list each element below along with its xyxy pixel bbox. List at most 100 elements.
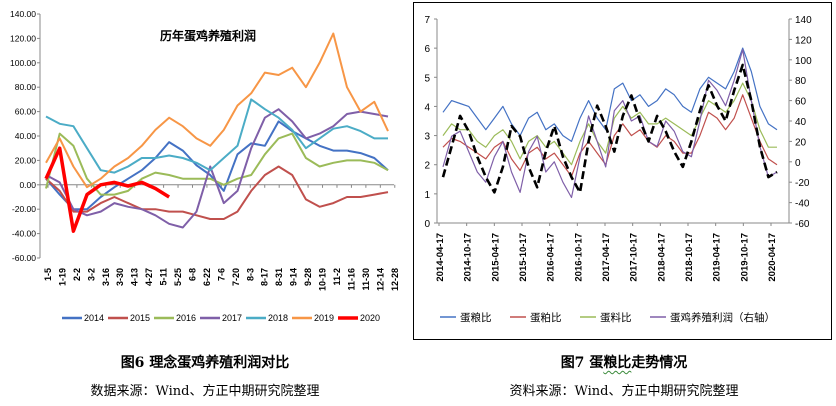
- series-line-2017: [45, 108, 389, 229]
- x-tick-label: 12-14: [375, 268, 385, 291]
- right-tick-label: 120: [795, 35, 812, 46]
- series-line-2018: [45, 98, 388, 174]
- figure-6-source: 数据来源：Wind、方正中期研究院整理: [90, 384, 320, 399]
- x-tick-label: 1-5: [43, 268, 53, 281]
- x-tick-label: 9-28: [303, 268, 313, 286]
- right-tick-label: 40: [795, 117, 807, 128]
- x-tick-label: 2-2: [72, 268, 82, 281]
- figure-7-chart: 0 1 2 3 4 5 6 7 -60 -40 -20 0 20 40 60 80 100 120 140 2014-…: [413, 2, 832, 340]
- x-tick-label: 3-16: [101, 268, 111, 286]
- right-tick-label: 80: [795, 76, 807, 87]
- x-tick-label: 2015-04-17: [490, 233, 501, 282]
- legend-label: 蛋粮比: [460, 311, 492, 324]
- x-tick-label: 7-6: [216, 268, 226, 281]
- x-tick-label: 3-30: [115, 268, 125, 286]
- x-tick-label: 2016-10-17: [573, 233, 584, 282]
- x-tick-label: 7-20: [231, 268, 241, 286]
- x-tick-label: 1-19: [57, 268, 67, 286]
- y-tick-label: -40.00: [12, 229, 36, 239]
- right-tick-label: 140: [795, 15, 812, 26]
- egg-grain-ratio-chart: 0 1 2 3 4 5 6 7 -60 -40 -20 0 20 40 60 80 100 120 140 2014-…: [424, 15, 812, 324]
- right-tick-label: 60: [795, 97, 807, 108]
- x-tick-label: 2015-10-17: [518, 233, 529, 282]
- figure-6-chart: 140.00 120.00 100.00 80.00 60.00 40.00 20.00 0.…: [2, 2, 406, 340]
- y-tick-label: 120.00: [10, 33, 36, 43]
- legend-label-2018: 2018: [268, 313, 288, 323]
- y-tick-label: 20.00: [15, 155, 37, 165]
- right-tick-label: 20: [795, 137, 807, 148]
- x-tick-label: 2020-04-17: [767, 233, 778, 282]
- x-tick-label: 10-19: [318, 268, 328, 291]
- chart-title: 历年蛋鸡养殖利润: [160, 28, 256, 43]
- figure-7-title: 蛋粮比走势情况: [589, 355, 688, 371]
- left-tick-label: 1: [424, 190, 430, 201]
- x-tick-label: 2019-10-17: [739, 233, 750, 282]
- x-tick-label: 4-13: [130, 268, 140, 286]
- profit-line-chart: 140.00 120.00 100.00 80.00 60.00 40.00 20.00 0.…: [10, 9, 400, 323]
- x-tick-label: 11-2: [332, 268, 342, 286]
- legend-label-2014: 2014: [84, 313, 104, 323]
- x-tick-label: 8-17: [260, 268, 270, 286]
- y-tick-label: 80.00: [15, 82, 37, 92]
- x-tick-label: 2019-04-17: [712, 233, 723, 282]
- y-tick-label: 60.00: [15, 107, 37, 117]
- figure-6-number: 图6: [120, 355, 145, 371]
- right-tick-label: -40: [795, 199, 810, 210]
- legend-label-2019: 2019: [314, 313, 334, 323]
- figure-7-title-underlined: 粮比: [603, 355, 632, 371]
- x-tick-label: 2017-04-17: [601, 233, 612, 282]
- left-tick-label: 4: [424, 102, 430, 113]
- series-line-蛋粮比: [442, 47, 778, 142]
- y-tick-label: 100.00: [10, 58, 36, 68]
- x-tick-label: 2018-04-17: [656, 233, 667, 282]
- legend-label-2017: 2017: [222, 313, 242, 323]
- legend-label-2016: 2016: [176, 313, 196, 323]
- x-tick-label: 8-31: [274, 268, 284, 286]
- figure-6-caption: 图6 理念蛋鸡养殖利润对比: [0, 352, 410, 372]
- x-tick-label: 2014-10-17: [463, 233, 474, 282]
- series-line-2015: [45, 165, 389, 220]
- x-tick-label: 11-16: [346, 268, 356, 291]
- figure-7-caption: 图7 蛋粮比走势情况: [414, 352, 834, 372]
- x-tick-label: 6-22: [202, 268, 212, 286]
- legend-label-2015: 2015: [130, 313, 150, 323]
- left-tick-label: 2: [424, 161, 430, 172]
- series-line-蛋料比: [442, 82, 777, 166]
- left-tick-label: 3: [424, 132, 430, 143]
- figure-7-source: 资料来源：Wind、方正中期研究院整理: [509, 384, 739, 399]
- x-tick-label: 5-11: [159, 268, 169, 286]
- legend-label: 蛋鸡养殖利润（右轴）: [670, 311, 775, 324]
- x-tick-label: 12-28: [390, 268, 400, 291]
- right-tick-label: -20: [795, 178, 810, 189]
- x-tick-label: 11-30: [361, 268, 371, 291]
- figure-6-title: 理念蛋鸡养殖利润对比: [149, 355, 290, 371]
- right-tick-label: 0: [795, 158, 801, 169]
- right-tick-label: 100: [795, 56, 812, 67]
- x-tick-label: 2018-10-17: [684, 233, 695, 282]
- legend-label: 蛋粕比: [530, 311, 562, 324]
- y-tick-label: 0.00: [19, 180, 36, 190]
- y-tick-label: -60.00: [12, 253, 36, 263]
- y-tick-label: 140.00: [10, 9, 36, 19]
- y-tick-label: -20.00: [12, 204, 36, 214]
- x-tick-label: 5-25: [173, 268, 183, 286]
- series-line-trend: [441, 63, 778, 194]
- left-tick-label: 7: [424, 15, 430, 26]
- x-tick-label: 8-3: [245, 268, 255, 281]
- series-line-2020: [44, 146, 171, 233]
- x-tick-label: 4-27: [144, 268, 154, 286]
- series-line-2016: [45, 132, 389, 196]
- x-tick-label: 3-2: [86, 268, 96, 281]
- series-line-2019: [45, 32, 389, 189]
- x-tick-label: 6-8: [187, 268, 197, 281]
- left-tick-label: 5: [424, 73, 430, 84]
- series-line-蛋鸡养殖利润（右轴）: [442, 49, 778, 199]
- legend-label: 蛋料比: [600, 311, 632, 324]
- right-tick-label: -60: [795, 219, 810, 230]
- legend-label-2020: 2020: [360, 313, 380, 323]
- x-tick-label: 2016-04-17: [546, 233, 557, 282]
- x-tick-label: 9-14: [289, 268, 299, 286]
- y-tick-label: 40.00: [15, 131, 37, 141]
- x-tick-label: 2014-04-17: [435, 233, 446, 282]
- left-tick-label: 0: [424, 219, 430, 230]
